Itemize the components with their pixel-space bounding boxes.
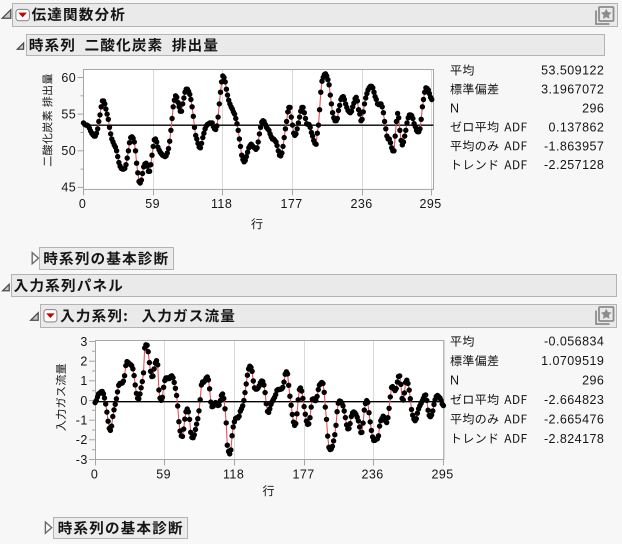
svg-text:236: 236 (361, 468, 383, 482)
svg-text:2: 2 (80, 354, 87, 368)
svg-text:118: 118 (211, 197, 232, 211)
svg-text:50: 50 (61, 144, 76, 158)
svg-text:60: 60 (61, 71, 76, 85)
svg-text:59: 59 (145, 197, 160, 211)
svg-text:-0.056834: -0.056834 (544, 335, 604, 349)
svg-text:295: 295 (431, 468, 453, 482)
svg-text:-1.863957: -1.863957 (544, 139, 604, 153)
svg-text:-2: -2 (76, 433, 88, 447)
svg-text:N: N (450, 374, 459, 388)
svg-text:53.509122: 53.509122 (541, 64, 604, 78)
svg-text:45: 45 (61, 181, 76, 195)
svg-text:-2.664823: -2.664823 (544, 393, 604, 407)
svg-text:-1: -1 (76, 413, 88, 427)
svg-text:177: 177 (292, 468, 314, 482)
svg-text:55: 55 (61, 107, 76, 121)
svg-text:3.1967072: 3.1967072 (541, 83, 604, 97)
svg-text:118: 118 (223, 468, 244, 482)
svg-text:-2.824178: -2.824178 (544, 432, 604, 446)
svg-text:-2.257128: -2.257128 (544, 158, 604, 172)
svg-text:0.137862: 0.137862 (549, 120, 605, 134)
svg-text:-2.665476: -2.665476 (544, 412, 604, 426)
svg-text:177: 177 (280, 197, 302, 211)
svg-text:295: 295 (419, 197, 441, 211)
svg-text:N: N (450, 101, 459, 115)
svg-text:236: 236 (350, 197, 372, 211)
svg-text:3: 3 (80, 335, 87, 349)
svg-text:0: 0 (80, 394, 87, 408)
svg-text:296: 296 (582, 101, 604, 115)
svg-text:-3: -3 (76, 453, 88, 467)
svg-text:296: 296 (582, 374, 604, 388)
svg-text:59: 59 (156, 468, 171, 482)
svg-text:0: 0 (79, 197, 86, 211)
svg-text:1: 1 (80, 374, 87, 388)
svg-text:1.0709519: 1.0709519 (541, 354, 604, 368)
svg-text:0: 0 (91, 468, 98, 482)
